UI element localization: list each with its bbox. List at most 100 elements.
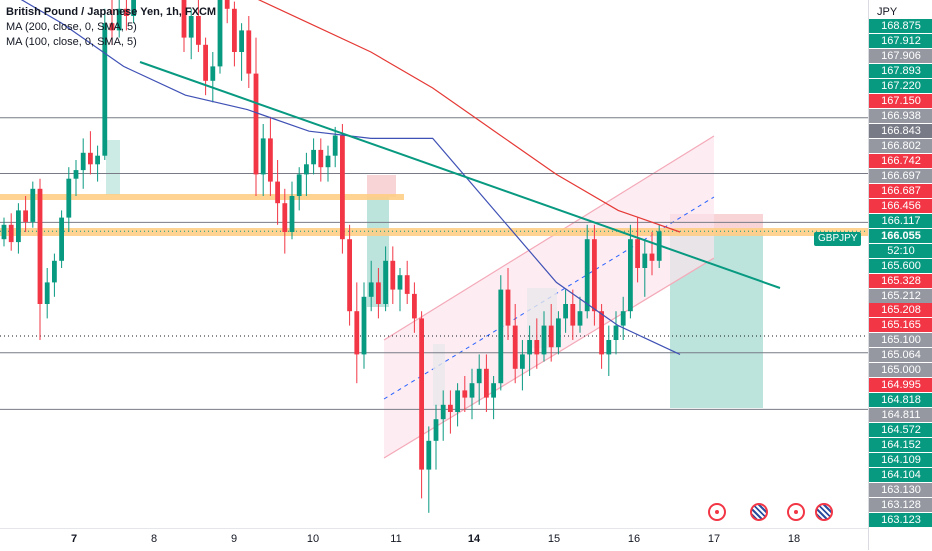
candle-body-33	[239, 30, 244, 52]
candle-body-47	[340, 135, 345, 240]
time-label-4: 11	[390, 533, 402, 545]
candle-body-86	[620, 311, 626, 326]
price-label-22: 165.064	[869, 348, 932, 363]
price-axis[interactable]: JPY 168.875 167.912 167.906 167.893 167.220 1…	[868, 0, 932, 550]
candle-body-88	[635, 239, 640, 268]
time-axis[interactable]: 7 8 9 10 11 14 15 16 17 18	[0, 528, 868, 551]
candle-body-8	[59, 217, 64, 261]
candle-body-40	[289, 196, 295, 232]
time-label-8: 17	[707, 533, 721, 545]
candle-body-66	[476, 368, 482, 384]
candle-body-6	[44, 282, 50, 304]
small-target-zone	[106, 140, 120, 195]
candle-body-28	[203, 44, 208, 81]
candle-body-46	[332, 135, 338, 156]
chart-legend: British Pound / Japanese Yen, 1h, FXCM M…	[6, 5, 216, 50]
price-label-16: 165.600	[869, 258, 932, 273]
candle-body-38	[275, 181, 280, 204]
chart-title: British Pound / Japanese Yen, 1h, FXCM	[6, 6, 217, 18]
ma100-line	[20, 0, 681, 355]
candle-body-60	[433, 419, 439, 441]
candle-body-63	[455, 390, 460, 412]
uk-flag-event-icon-3[interactable]	[815, 503, 833, 521]
channel-upper	[383, 135, 715, 341]
price-label-17: 165.328	[869, 273, 932, 288]
candle-body-16	[116, 8, 122, 31]
price-label-18: 165.212	[869, 288, 932, 303]
candle-body-17	[124, 8, 129, 16]
candle-body-89	[642, 253, 648, 268]
price-label-10: 166.697	[869, 168, 932, 183]
uk-flag-event-icon-1[interactable]	[750, 503, 768, 521]
candle-body-12	[88, 152, 93, 165]
candle-body-69	[498, 289, 504, 384]
price-label-0: 168.875	[869, 19, 932, 33]
candle-body-79	[570, 304, 576, 326]
price-label-1: 167.912	[869, 34, 932, 48]
candle-body-34	[246, 30, 252, 74]
candle-body-72	[520, 354, 525, 369]
candle-body-41	[296, 174, 302, 196]
earlier-stop-zone	[367, 175, 396, 197]
candle-body-59	[426, 440, 432, 470]
price-label-15: 52:10	[869, 243, 932, 258]
candle-body-82	[592, 239, 597, 312]
price-label-20: 165.165	[869, 318, 932, 333]
price-label-31: 163.130	[869, 483, 932, 498]
candle-body-53	[383, 260, 388, 304]
candle-body-55	[397, 275, 403, 290]
candle-body-50	[361, 296, 367, 355]
candle-body-0	[1, 224, 7, 240]
price-label-26: 164.811	[869, 408, 932, 423]
price-label-19: 165.208	[869, 303, 932, 318]
candle-body-25	[181, 0, 187, 38]
price-label-5: 167.150	[869, 93, 932, 108]
price-label-28: 164.152	[869, 438, 932, 453]
event-marker-icon-2[interactable]	[787, 503, 805, 521]
candle-body-31	[224, 0, 230, 9]
price-label-14: 166.055	[869, 228, 932, 243]
horizontal-levels	[0, 117, 868, 410]
price-label-30: 164.104	[869, 468, 932, 483]
candle-body-29	[210, 66, 216, 81]
candle-body-11	[80, 152, 86, 171]
ma200-legend: MA (200, close, 0, SMA, 5)	[6, 21, 137, 33]
candle-body-10	[73, 170, 79, 179]
candle-body-76	[548, 325, 554, 348]
candle-body-15	[109, 23, 115, 31]
candle-body-78	[563, 304, 568, 319]
price-label-24: 164.995	[869, 378, 932, 393]
candle-body-90	[649, 253, 655, 261]
price-label-3: 167.893	[869, 63, 932, 78]
candle-body-57	[412, 293, 417, 319]
candle-body-71	[512, 325, 518, 369]
currency-unit[interactable]: JPY	[877, 6, 898, 18]
candle-body-75	[541, 325, 547, 355]
drawing-zones	[106, 135, 763, 459]
event-marker-icon-0[interactable]	[708, 503, 726, 521]
candle-body-62	[448, 404, 453, 412]
candle-body-35	[253, 73, 259, 175]
price-label-32: 163.128	[869, 498, 932, 512]
price-label-23: 165.000	[869, 363, 932, 378]
trendline	[139, 61, 781, 289]
candle-body-43	[311, 149, 316, 165]
supply-band-upper	[0, 194, 404, 200]
candle-body-73	[527, 340, 532, 355]
price-label-13: 166.117	[869, 213, 932, 228]
indicator-lines	[20, 0, 781, 355]
candle-body-1	[8, 224, 14, 243]
candle-body-64	[462, 390, 468, 398]
price-label-29: 164.109	[869, 453, 932, 468]
price-label-21: 165.100	[869, 333, 932, 348]
candle-body-7	[52, 260, 57, 283]
price-label-4: 167.220	[869, 78, 932, 93]
candle-body-85	[613, 325, 619, 340]
ma100-legend: MA (100, close, 0, SMA, 5)	[6, 36, 137, 48]
price-chart[interactable]	[0, 0, 868, 528]
time-label-3: 10	[306, 533, 320, 545]
price-label-6: 166.938	[869, 108, 932, 123]
price-label-7: 166.843	[869, 123, 932, 138]
candle-body-9	[66, 178, 72, 218]
candle-body-36	[260, 138, 266, 175]
